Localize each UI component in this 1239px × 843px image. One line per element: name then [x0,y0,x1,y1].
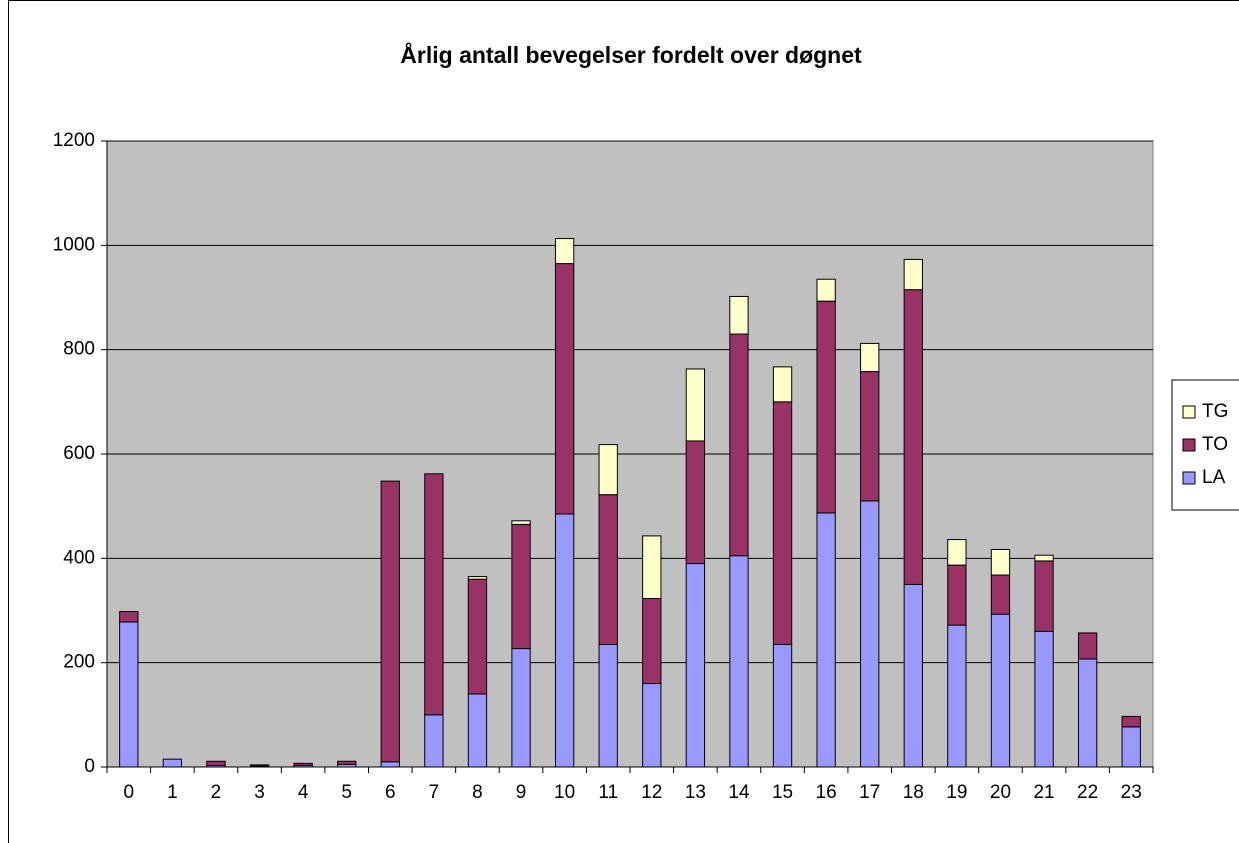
x-tick-label: 16 [816,782,837,803]
bar-segment [1077,632,1098,660]
bar-segment [1121,715,1141,728]
x-tick-label: 20 [990,782,1011,803]
x-tick-label: 2 [211,782,222,803]
bar-segment [685,440,706,565]
x-tick-label: 5 [341,782,352,803]
bar-segment [380,761,400,768]
bar-segment [729,295,749,335]
bar-segment [642,598,662,685]
legend-swatch [1182,438,1196,452]
legend-label: TO [1202,434,1228,455]
legend-swatch [1182,405,1196,419]
x-tick-label: 15 [772,782,793,803]
bar-segment [119,611,139,623]
bar-segment [424,714,444,768]
x-tick-label: 23 [1121,782,1142,803]
y-tick-label: 400 [63,547,95,568]
bar-segment [1034,630,1054,768]
bar-segment [598,444,618,496]
bar-segment [816,512,836,768]
bar-segment [467,578,488,695]
bar-segment [554,238,575,265]
bar-segment [990,613,1011,768]
bar-segment [947,539,967,566]
bar-segment [990,574,1011,615]
bar-segment [816,300,836,514]
bar-segment [380,480,400,763]
x-tick-label: 22 [1077,782,1098,803]
bar-segment [1034,560,1054,632]
y-tick-label: 1000 [53,234,95,255]
x-tick-label: 18 [903,782,924,803]
bar-segment [1121,726,1141,768]
bar-segment [816,278,836,302]
x-tick-label: 10 [554,782,575,803]
bar-segment [1077,658,1098,768]
x-tick-label: 19 [946,782,967,803]
legend-label: TG [1202,401,1228,422]
bar-segment [947,624,967,768]
bar-segment [772,366,793,403]
bar-segment [860,342,880,373]
x-tick-label: 8 [472,782,483,803]
x-tick-label: 21 [1033,782,1054,803]
y-tick-label: 600 [63,443,95,464]
bar-segment [903,258,923,291]
bar-segment [554,263,575,515]
bar-segment [337,760,357,765]
x-tick-label: 6 [385,782,396,803]
x-tick-label: 4 [298,782,309,803]
bar-segment [860,371,880,502]
bar-segment [903,289,923,585]
bar-segment [162,758,183,768]
bar-segment [685,563,706,768]
bar-segment [554,513,575,768]
bar-segment [685,368,706,442]
bar-segment [729,555,749,768]
x-tick-label: 3 [254,782,265,803]
bar-segment [642,683,662,768]
x-tick-label: 7 [429,782,440,803]
y-tick-label: 1200 [53,130,95,151]
y-tick-label: 800 [63,339,95,360]
bar-segment [729,333,749,557]
bar-segment [598,494,618,645]
x-tick-label: 11 [598,782,618,803]
chart-title: Årlig antall bevegelser fordelt over døg… [400,41,862,68]
x-tick-label: 9 [516,782,527,803]
bar-segment [903,583,923,768]
x-tick-label: 17 [859,782,880,803]
bar-segment [947,564,967,626]
x-tick-label: 0 [124,782,135,803]
bar-segment [467,576,488,580]
y-tick-label: 0 [84,756,95,777]
bar-segment [642,535,662,600]
bar-segment [467,693,488,768]
bar-segment [598,643,618,768]
bar-segment [1034,554,1054,562]
bar-segment [119,621,139,768]
y-tick-label: 200 [63,652,95,673]
bar-segment [511,520,531,525]
bar-segment [511,648,531,768]
bar-segment [293,762,313,766]
bar-segment [206,760,226,766]
bar-segment [424,473,444,716]
bar-segment [249,764,270,767]
x-tick-label: 12 [641,782,662,803]
legend-label: LA [1202,467,1226,488]
bar-segment [990,548,1011,576]
bar-segment [772,401,793,645]
x-tick-label: 13 [685,782,706,803]
legend-swatch [1182,471,1196,485]
bar-segment [772,643,793,768]
bar-segment [511,523,531,650]
x-tick-label: 14 [728,782,750,803]
x-tick-label: 1 [167,782,178,803]
bar-segment [860,500,880,768]
